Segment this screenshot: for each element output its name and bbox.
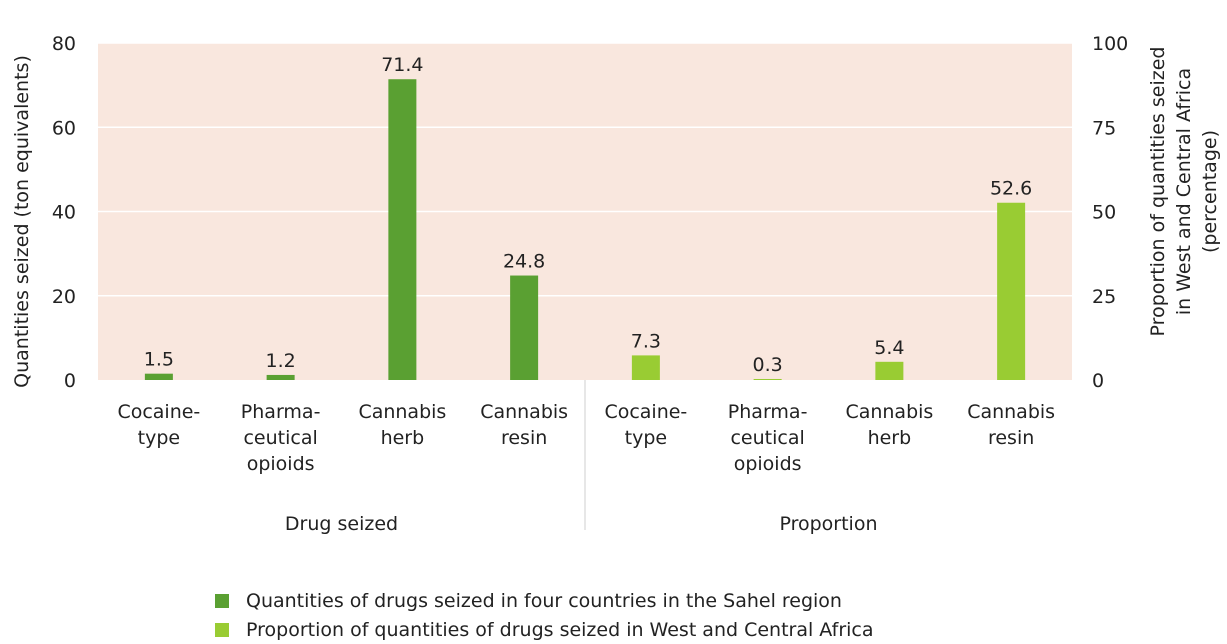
- data-label: 1.2: [266, 350, 296, 372]
- data-label: 71.4: [381, 54, 423, 76]
- category-label: Cocaine-type: [117, 401, 200, 449]
- data-label: 52.6: [990, 178, 1032, 200]
- legend-item-proportion: Proportion of quantities of drugs seized…: [215, 615, 874, 644]
- y-left-tick-label: 0: [64, 370, 76, 392]
- category-label: Cannabis herb: [845, 401, 933, 449]
- data-label: 1.5: [144, 349, 174, 371]
- bar: [753, 378, 782, 380]
- category-label: Cannabis resin: [967, 401, 1055, 449]
- category-label: Cocaine-type: [604, 401, 687, 449]
- y-right-axis-title-line: in West and Central Africa: [1173, 68, 1195, 315]
- category-label: Cannabis resin: [480, 401, 568, 449]
- bar: [388, 79, 417, 380]
- legend-swatch-proportion: [215, 622, 229, 637]
- y-right-tick-label: 75: [1092, 117, 1116, 139]
- y-left-axis-title: Quantities seized (ton equivalents): [11, 55, 33, 388]
- legend-label-quantities: Quantities of drugs seized in four count…: [246, 589, 842, 612]
- legend-swatch-quantities: [215, 593, 229, 608]
- bar: [266, 374, 295, 380]
- bar: [631, 355, 660, 380]
- y-left-tick-label: 80: [52, 33, 76, 55]
- y-right-tick-label: 25: [1092, 286, 1116, 308]
- legend-item-quantities: Quantities of drugs seized in four count…: [215, 586, 874, 615]
- data-label: 24.8: [503, 251, 545, 273]
- group-label: Proportion: [779, 513, 877, 535]
- category-label: Pharma-ceutical opioids: [728, 401, 808, 475]
- y-right-axis-title-line: (percentage): [1199, 130, 1221, 253]
- legend: Quantities of drugs seized in four count…: [215, 586, 874, 644]
- y-right-tick-label: 50: [1092, 202, 1116, 224]
- chart: 0 20 40 60 80 0 25 50 75 100 Quantities seized (to…: [11, 33, 1221, 535]
- bar: [875, 361, 904, 380]
- group-label: Drug seized: [285, 513, 398, 535]
- y-left-tick-label: 20: [52, 286, 76, 308]
- data-label: 7.3: [631, 330, 661, 352]
- data-label: 0.3: [753, 354, 783, 376]
- y-right-tick-label: 100: [1092, 33, 1128, 55]
- bar: [510, 275, 539, 380]
- y-left-tick-label: 60: [52, 117, 76, 139]
- legend-label-proportion: Proportion of quantities of drugs seized…: [246, 618, 874, 641]
- y-right-tick-label: 0: [1092, 370, 1104, 392]
- category-label: Cannabis herb: [358, 401, 446, 449]
- bar: [997, 202, 1026, 380]
- y-left-tick-label: 40: [52, 202, 76, 224]
- bar: [144, 373, 173, 380]
- data-label: 5.4: [874, 337, 904, 359]
- category-label: Pharma-ceutical opioids: [241, 401, 321, 475]
- y-right-axis-title-line: Proportion of quantities seized: [1147, 47, 1169, 337]
